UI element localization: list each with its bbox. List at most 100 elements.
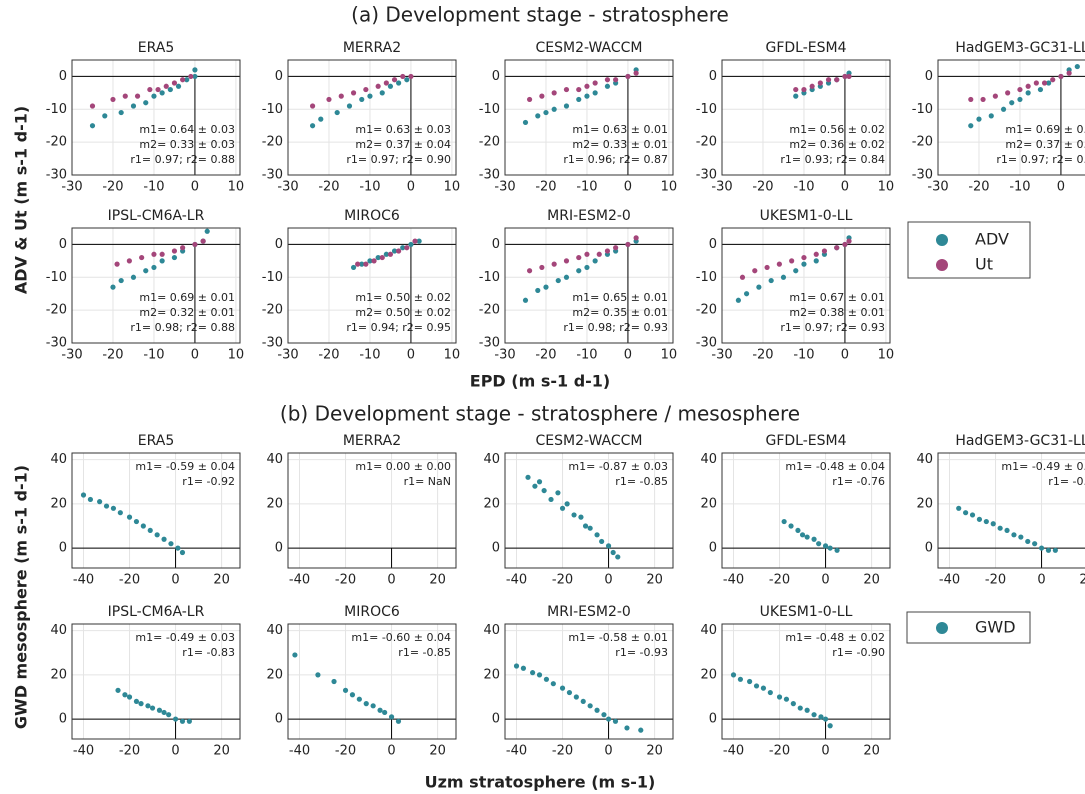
point: [1037, 86, 1044, 93]
x-tick-label: 0: [171, 573, 179, 588]
point: [1032, 541, 1038, 547]
x-tick-label: -40: [73, 744, 94, 759]
point: [1058, 73, 1064, 80]
x-tick-label: -20: [769, 744, 790, 759]
annotation: r1= 0.97; r2= 0.93: [780, 321, 885, 334]
point: [555, 490, 561, 496]
annotation: r1= -0.76: [832, 475, 885, 488]
point: [133, 518, 140, 525]
x-tick-label: -30: [61, 348, 82, 363]
point: [783, 696, 790, 702]
point: [1004, 527, 1010, 534]
point: [151, 93, 157, 99]
x-tick-label: -20: [968, 180, 989, 195]
point: [571, 512, 577, 518]
point: [543, 284, 549, 290]
plot-frame: [287, 452, 457, 569]
x-tick-label: 10: [661, 348, 678, 363]
point: [395, 718, 402, 724]
point: [582, 523, 589, 529]
point: [730, 672, 737, 678]
y-tick-label: 0: [492, 541, 500, 556]
point: [543, 676, 550, 682]
point: [592, 90, 598, 96]
plot-area: [72, 624, 240, 739]
annotation: r1= -0.90: [1048, 475, 1085, 488]
point: [735, 297, 741, 303]
x-tick-label: 0: [821, 573, 829, 588]
point: [122, 692, 128, 698]
y-tick-label: 20: [916, 496, 933, 511]
x-tick-label: 10: [228, 180, 245, 195]
x-tick-label: 10: [444, 180, 461, 195]
point: [200, 238, 206, 244]
x-tick-label: 0: [841, 348, 849, 363]
x-tick-label: -20: [335, 744, 356, 759]
point: [383, 80, 389, 86]
point: [175, 545, 181, 551]
point: [166, 712, 172, 718]
point: [151, 251, 157, 257]
point: [159, 90, 165, 96]
point: [192, 73, 198, 80]
point: [513, 663, 520, 669]
panel-title: CESM2-WACCM: [535, 40, 642, 56]
point: [525, 474, 531, 480]
x-tick-label: -40: [723, 573, 744, 588]
annotation: m1= 0.50 ± 0.02: [355, 291, 451, 304]
point: [133, 698, 140, 705]
y-tick-label: -30: [696, 168, 717, 183]
y-tick-label: 20: [266, 496, 283, 511]
point: [601, 712, 607, 718]
point: [204, 228, 210, 234]
y-tick-label: 40: [266, 452, 283, 467]
annotation: m1= -0.48 ± 0.04: [785, 460, 885, 473]
annotation: m2= 0.38 ± 0.01: [789, 306, 885, 319]
point: [596, 251, 602, 257]
x-tick-label: 0: [387, 573, 395, 588]
point: [578, 514, 584, 520]
y-tick-label: -20: [46, 135, 67, 150]
x-tick-label: -10: [1009, 180, 1030, 195]
point: [180, 245, 186, 251]
point: [563, 86, 570, 93]
x-tick-label: 20: [429, 573, 446, 588]
point: [817, 80, 823, 86]
point: [326, 96, 332, 103]
point: [747, 678, 753, 685]
point: [822, 716, 829, 722]
plot-area: [288, 624, 456, 739]
point: [161, 709, 167, 716]
y-tick-label: -30: [46, 336, 67, 351]
point: [752, 268, 758, 274]
x-tick-label: -20: [102, 348, 123, 363]
x-tick-label: -20: [535, 348, 556, 363]
point: [592, 258, 598, 264]
point: [163, 83, 169, 89]
point: [1017, 96, 1023, 103]
point: [584, 93, 590, 99]
point: [780, 274, 787, 280]
x-tick-label: 10: [228, 348, 245, 363]
point: [543, 109, 549, 116]
point: [159, 258, 165, 264]
point: [167, 86, 173, 93]
y-tick-label: 0: [709, 712, 717, 727]
annotation: r1= 0.96; r2= 0.87: [563, 153, 668, 166]
point: [356, 696, 362, 702]
point: [114, 261, 120, 267]
point: [530, 670, 536, 676]
x-tick-label: 20: [429, 744, 446, 759]
point: [180, 77, 186, 83]
point: [102, 113, 108, 119]
point: [559, 685, 566, 691]
point: [80, 492, 87, 498]
point: [816, 541, 822, 547]
point: [804, 707, 810, 713]
plot-area: [288, 228, 456, 343]
point: [1025, 538, 1031, 545]
legend-label: GWD: [975, 618, 1016, 637]
point: [318, 116, 324, 122]
y-tick-label: 40: [50, 623, 67, 638]
